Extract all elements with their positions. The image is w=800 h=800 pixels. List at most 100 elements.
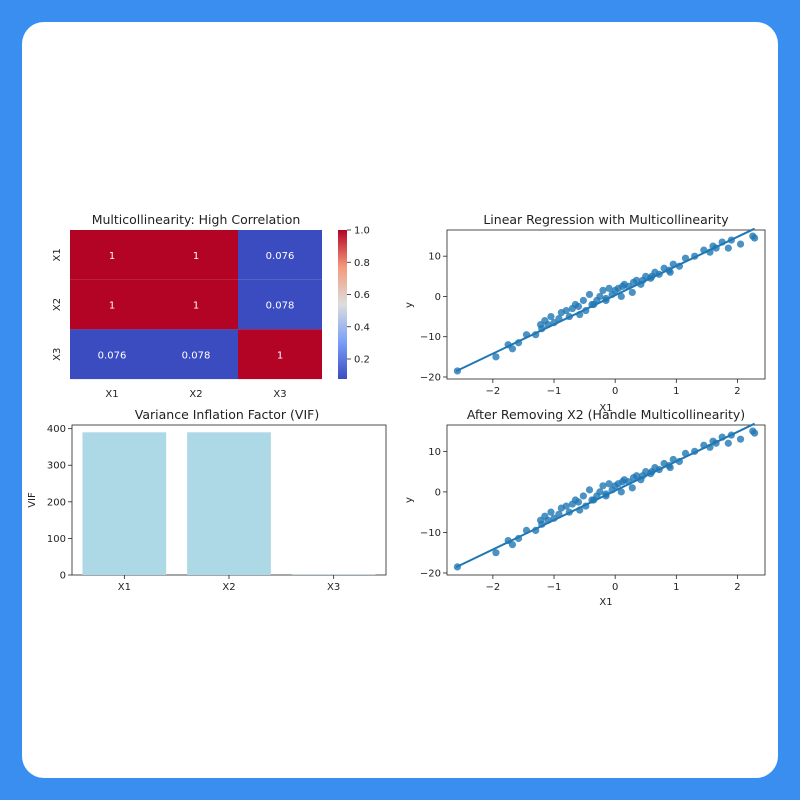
heatmap-title: Multicollinearity: High Correlation: [92, 212, 301, 227]
heatmap-cell: [154, 230, 238, 280]
vif-bar: [187, 432, 271, 575]
x-tick-label: X3: [327, 582, 340, 593]
data-point: [574, 302, 583, 311]
x-tick-label: 2: [734, 582, 740, 593]
heatmap-col-labels: X1 X2 X3: [105, 389, 286, 400]
y-tick-label: 10: [428, 447, 441, 458]
y-tick-label: 100: [47, 534, 66, 545]
data-point: [547, 508, 555, 516]
heatmap-cell: [154, 279, 238, 330]
vif-plot: X1 X2 X3 0 100 200 300 400: [47, 424, 376, 593]
heatmap-cell-label: 1: [193, 301, 199, 312]
heatmap-cell-label: 0.076: [98, 350, 127, 361]
data-point: [599, 286, 607, 295]
scatter-panel-top: Linear Regression with Multicollinearity…: [404, 212, 766, 414]
heatmap-cell: [70, 329, 154, 380]
data-point: [579, 296, 587, 305]
colorbar-ticks: 0.2 0.4 0.6 0.8 1.0: [347, 226, 370, 366]
scatter-top-ylabel: y: [404, 302, 415, 308]
scatter-top-title: Linear Regression with Multicollinearity: [483, 212, 729, 227]
heatmap-row-label: X2: [52, 298, 63, 311]
y-tick-label: 0: [435, 292, 441, 303]
y-tick-label: 200: [47, 497, 66, 508]
scatter-top-xlabel: X1: [599, 403, 612, 414]
heatmap-row-labels: X1 X2 X3: [52, 248, 63, 361]
data-point: [751, 429, 759, 437]
scatter-bottom-title: After Removing X2 (Handle Multicollinear…: [467, 407, 745, 422]
colorbar-tick-label: 1.0: [354, 226, 370, 237]
vif-title: Variance Inflation Factor (VIF): [135, 407, 319, 422]
data-point: [585, 290, 594, 299]
heatmap-cell-label: 1: [109, 301, 115, 312]
data-point: [605, 284, 613, 292]
heatmap-panel: Multicollinearity: High Correlation 1 1 0.…: [52, 212, 370, 400]
data-point: [547, 312, 555, 321]
data-point: [579, 492, 587, 500]
scatter-top-axes: [446, 229, 766, 380]
scatter-bottom-axes: [446, 424, 766, 576]
data-point: [596, 292, 604, 301]
heatmap-row-label: X3: [52, 348, 63, 361]
heatmap-col-label: X1: [105, 389, 118, 400]
x-tick-label: −2: [485, 582, 500, 593]
heatmap-cell-label: 1: [193, 251, 199, 262]
x-tick-label: 1: [673, 582, 679, 593]
y-tick-label: −20: [420, 568, 441, 579]
heatmap-cell-label: 0.078: [266, 301, 295, 312]
data-point: [617, 488, 625, 496]
data-point: [508, 345, 517, 353]
regression-line: [455, 227, 756, 373]
x-tick-label: −2: [485, 386, 500, 397]
heatmap-cells: 1 1 0.076 1 1 0.078 0.076 0.078 1: [70, 230, 322, 380]
x-tick-label: −1: [547, 386, 562, 397]
colorbar-tick-label: 0.4: [354, 322, 370, 333]
x-tick-label: 2: [734, 386, 740, 397]
heatmap-cell-label: 0.078: [182, 350, 211, 361]
y-tick-label: −20: [420, 372, 441, 383]
data-point: [724, 244, 732, 252]
heatmap-cell: [238, 279, 322, 330]
heatmap-col-label: X3: [273, 389, 286, 400]
data-point: [617, 292, 625, 301]
y-tick-label: −10: [420, 332, 441, 343]
scatter-panel-bottom: After Removing X2 (Handle Multicollinear…: [404, 407, 766, 608]
y-tick-label: 10: [428, 252, 441, 263]
heatmap-cell: [70, 279, 154, 330]
scatter-bottom-ylabel: y: [404, 497, 415, 503]
colorbar-tick-label: 0.2: [354, 355, 370, 366]
data-point: [628, 484, 636, 492]
heatmap-row-label: X1: [52, 248, 63, 261]
colorbar-tick-label: 0.8: [354, 258, 370, 269]
x-tick-label: 0: [612, 582, 618, 593]
heatmap-cell: [70, 230, 154, 280]
y-tick-label: −10: [420, 528, 441, 539]
data-point: [492, 549, 500, 557]
heatmap-cell-label: 0.076: [266, 251, 295, 262]
x-tick-label: 1: [673, 386, 679, 397]
regression-line: [455, 422, 756, 568]
data-point: [629, 474, 638, 482]
colorbar-tick-label: 0.6: [354, 290, 370, 301]
data-point: [596, 488, 604, 496]
scatter-bottom-xlabel: X1: [599, 597, 612, 608]
data-point: [724, 439, 732, 447]
data-point: [618, 282, 627, 290]
data-point: [751, 234, 759, 242]
card-panel: [22, 22, 778, 778]
data-point: [629, 278, 638, 286]
data-point: [508, 540, 517, 549]
vif-bar: [82, 432, 167, 575]
data-point: [492, 353, 500, 361]
data-point: [585, 486, 594, 494]
x-tick-label: X2: [222, 582, 235, 593]
heatmap-cell: [154, 329, 238, 380]
vif-panel: Variance Inflation Factor (VIF) X1 X2 X3 0 1…: [27, 407, 387, 593]
data-point: [736, 240, 745, 248]
x-tick-label: 0: [612, 386, 618, 397]
data-point: [562, 502, 570, 510]
heatmap-cell: [238, 329, 322, 380]
heatmap-col-label: X2: [189, 389, 202, 400]
